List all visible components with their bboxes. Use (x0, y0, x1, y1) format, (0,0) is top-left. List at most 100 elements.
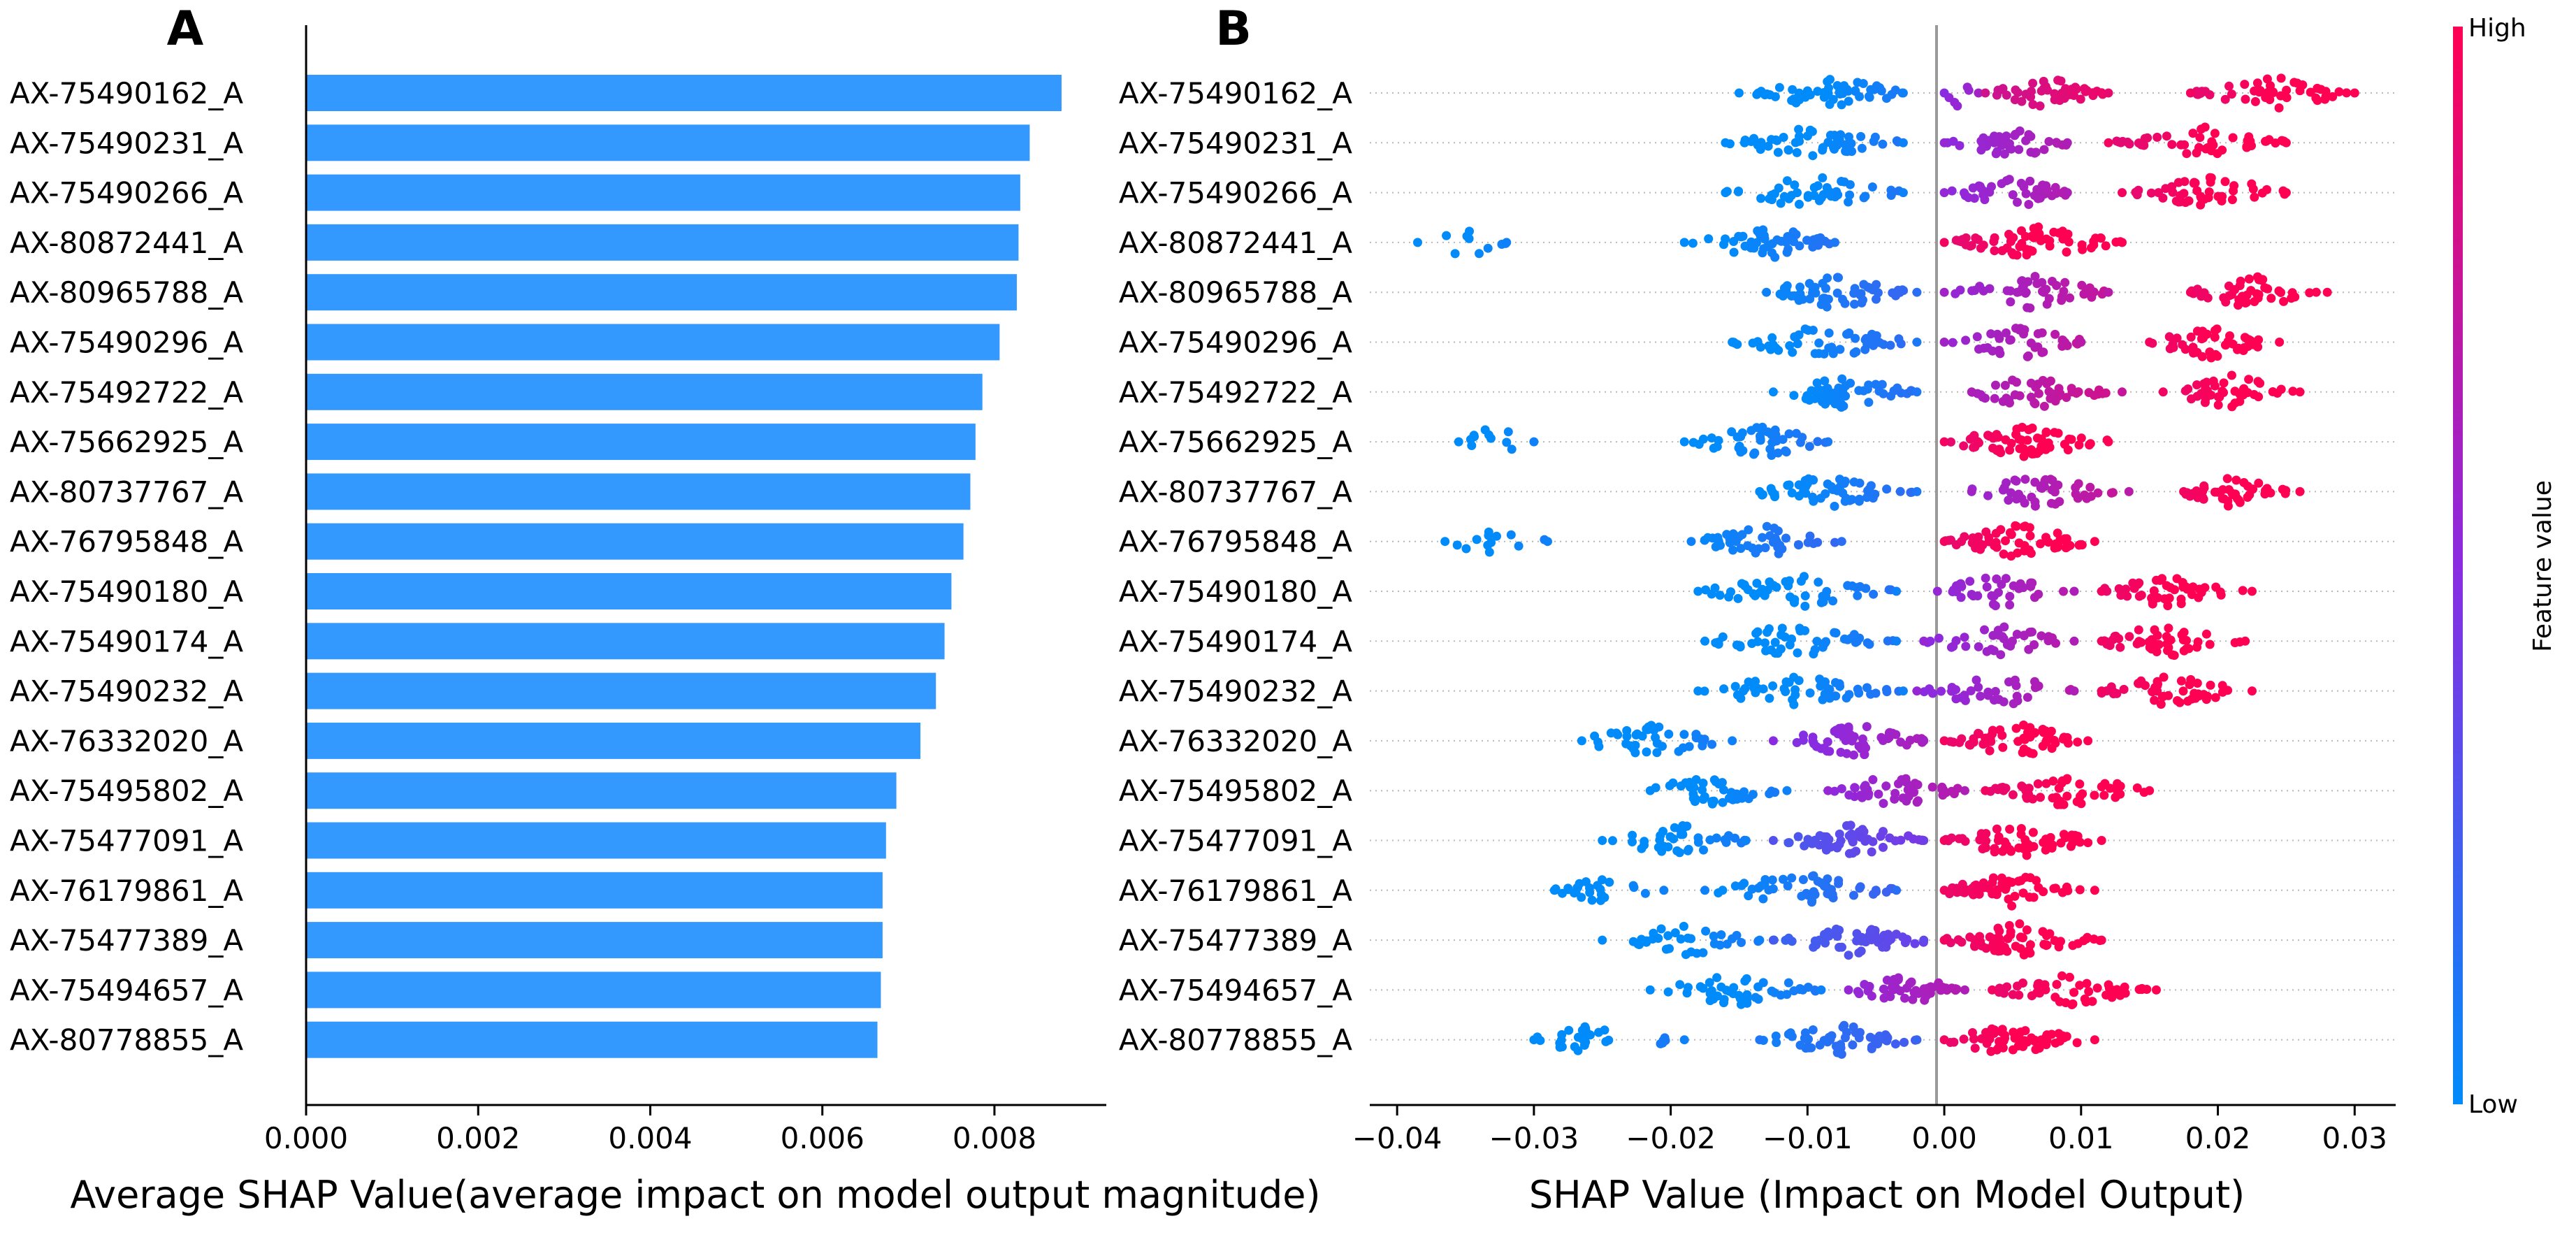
dot-AX-80737767_A-g1-41 (2108, 488, 2118, 498)
dot-AX-75490296_A-g2-37 (2250, 338, 2259, 348)
dot-AX-75490266_A-g1-27 (2033, 194, 2043, 203)
dot-AX-75490162_A-g0-hi (1898, 88, 1908, 98)
dot-AX-80965788_A-g0-hi (1912, 287, 1922, 297)
dot-AX-75490296_A-g0-49 (1835, 345, 1845, 354)
dot-AX-75490266_A-g2-9 (2220, 177, 2230, 187)
dot-AX-76179861_A-g1-hi (1892, 886, 1902, 895)
dot-AX-75490162_A-g3-29 (2334, 87, 2344, 96)
dot-AX-75662925_A-g1-42 (1709, 443, 1718, 453)
dot-AX-75490232_A-g0-47 (1781, 687, 1790, 696)
dot-AX-75477091_A-g1-45 (1844, 848, 1854, 858)
dot-AX-75662925_A-g0-8 (1503, 427, 1513, 437)
dot-AX-75495802_A-g2-49 (2062, 791, 2072, 801)
dot-AX-75492722_A-g2-21 (2187, 394, 2196, 404)
dot-AX-75490231_A-g0-hi (1898, 138, 1908, 147)
bar-AX-75490180_A (306, 573, 952, 609)
dot-AX-75490162_A-g2-33 (2036, 86, 2046, 96)
dot-AX-75490174_A-g0-34 (1753, 627, 1763, 637)
dot-AX-75490296_A-g1-37 (2019, 329, 2028, 339)
dot-AX-75490266_A-g1-15 (2024, 200, 2034, 209)
dot-AX-80778855_A-g1-49 (1867, 1044, 1876, 1053)
dot-AX-75494657_A-g0-39 (1803, 983, 1813, 992)
dot-AX-75490232_A-g2-33 (2217, 687, 2227, 697)
dot-AX-75662925_A-g0-6 (1502, 438, 1512, 447)
dot-AX-76795848_A-g0-8 (1484, 547, 1494, 557)
dot-AX-75490180_A-g2-29 (2114, 584, 2124, 593)
dot-AX-75490162_A-g3-20 (2276, 73, 2286, 83)
dot-AX-75490180_A-g0-38 (1772, 582, 1781, 592)
dot-AX-75490162_A-g3-lo (2185, 88, 2195, 98)
dot-AX-76795848_A-g2-19 (2025, 531, 2035, 541)
dot-AX-75490174_A-g2-2 (2205, 640, 2215, 649)
dot-AX-80737767_A-g2-24 (2266, 488, 2275, 498)
dot-AX-80965788_A-g0-37 (1795, 282, 1805, 292)
dot-AX-75490162_A-g3-30 (2292, 78, 2302, 88)
dot-AX-76332020_A-g2-53 (1969, 734, 1978, 744)
dot-AX-76332020_A-g1-45 (1862, 722, 1872, 732)
dot-AX-75492722_A-g2-15 (2201, 384, 2210, 393)
dot-AX-75490231_A-g1-37 (1991, 149, 2001, 159)
panel-b-dots (1413, 73, 2359, 1059)
dot-AX-75495802_A-g2-37 (2113, 786, 2122, 796)
dot-AX-75490232_A-g2-44 (2134, 679, 2143, 688)
dot-AX-75477389_A-g2-57 (2042, 940, 2052, 950)
dot-AX-76795848_A-g2-47 (1981, 527, 1991, 537)
b-xtick-label-2: −0.02 (1626, 1121, 1716, 1155)
feature-label-AX-80965788_A: AX-80965788_A (1119, 275, 1352, 310)
a-xtick-label-1: 0.002 (436, 1121, 520, 1155)
dot-AX-75490231_A-g1-35 (1994, 132, 2004, 142)
dot-AX-75490180_A-g2-43 (2152, 575, 2161, 585)
dot-AX-75490296_A-g2-40 (2199, 333, 2208, 343)
dot-AX-75490296_A-g2-39 (2164, 332, 2174, 342)
dot-AX-75490231_A-g2-36 (2217, 145, 2227, 155)
dot-AX-80737767_A-g1-38 (2037, 484, 2047, 493)
dot-AX-75477389_A-g2-hi (2097, 935, 2106, 945)
feature-label-AX-75490296_A: AX-75490296_A (1119, 326, 1352, 360)
dot-AX-75477091_A-g2-47 (2060, 833, 2070, 842)
dot-AX-76332020_A-g0-31 (1642, 747, 1651, 757)
dot-AX-76179861_A-g0-17 (1571, 888, 1581, 897)
dot-AX-76332020_A-g1-54 (1835, 723, 1844, 733)
dot-AX-80965788_A-g0-9 (1850, 299, 1859, 309)
dot-AX-75490266_A-g2-33 (2173, 178, 2183, 187)
dot-AX-75490231_A-g0-37 (1803, 131, 1812, 140)
dot-AX-80737767_A-g2-21 (2231, 475, 2241, 485)
dot-AX-75490296_A-g0-36 (1851, 347, 1861, 356)
dot-AX-75492722_A-g1-2 (1990, 393, 1999, 403)
dot-AX-75662925_A-g1-18 (1784, 429, 1794, 439)
dot-AX-75477389_A-g0-16 (1679, 921, 1688, 931)
dot-AX-76179861_A-g0-0 (1640, 888, 1650, 898)
dot-AX-80778855_A-g2-lo (1939, 1035, 1949, 1045)
dot-AX-75490232_A-g2-lo (2097, 686, 2106, 696)
dot-AX-75490231_A-g2-38 (2245, 136, 2255, 146)
dot-AX-76795848_A-g1-10 (1728, 545, 1738, 555)
dot-AX-76179861_A-g1-16 (1739, 879, 1749, 888)
dot-AX-75492722_A-g1-lo (1967, 387, 1976, 397)
dot-AX-75477389_A-g2-41 (2018, 933, 2027, 943)
dot-AX-75477091_A-g2-30 (2029, 842, 2039, 851)
dot-AX-80778855_A-g0-23 (1601, 1037, 1611, 1046)
dot-AX-80737767_A-g0-41 (1816, 493, 1825, 503)
dot-AX-75490162_A-g3-2 (2320, 94, 2330, 104)
dot-AX-75490162_A-g3-32 (2261, 93, 2271, 102)
dot-AX-75477091_A-g2-50 (1954, 834, 1964, 844)
dot-AX-75490232_A-g2-21 (2178, 686, 2188, 696)
dot-AX-75492722_A-g1-35 (2067, 387, 2077, 397)
dot-AX-75490232_A-g0-34 (1818, 695, 1828, 705)
feature-label-AX-75490174_A: AX-75490174_A (1119, 624, 1352, 658)
dot-AX-75477091_A-g0-36 (1723, 832, 1733, 842)
dot-AX-80737767_A-g1-1 (2074, 479, 2083, 489)
dot-AX-75490296_A-g2-42 (2189, 348, 2198, 358)
dot-AX-75490296_A-g0-19 (1767, 333, 1777, 342)
dot-AX-75477389_A-g1-48 (1837, 942, 1846, 952)
dot-AX-75494657_A-g1-37 (1867, 991, 1876, 1001)
bar-label-AX-75490180_A: AX-75490180_A (10, 575, 243, 609)
dot-AX-75490162_A-g3-33 (2227, 89, 2236, 99)
dot-AX-75492722_A-g0-47 (1825, 396, 1835, 405)
dot-AX-80965788_A-g1-32 (2079, 289, 2089, 299)
dot-AX-75490162_A-g0-47 (1788, 85, 1797, 94)
dot-AX-80737767_A-g1-lo (1967, 486, 1976, 496)
dot-AX-75490231_A-g0-7 (1779, 133, 1788, 142)
dot-AX-76179861_A-g2-lo (1939, 886, 1949, 895)
feature-label-AX-76179861_A: AX-76179861_A (1119, 874, 1352, 908)
